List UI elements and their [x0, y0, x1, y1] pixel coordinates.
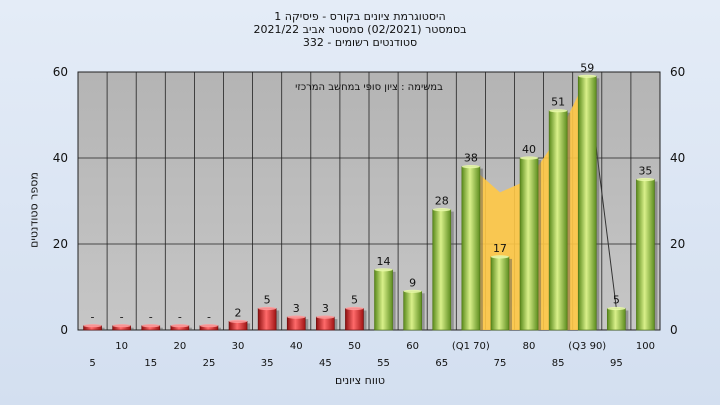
y-tick-label-right: 40 — [670, 151, 685, 165]
bar-data-label: 2 — [235, 306, 242, 319]
chart-title: היסטוגרמת ציונים בקורס - פיסיקה 1 — [274, 10, 446, 23]
x-tick-label: (Q1 70) — [452, 341, 490, 352]
bar — [577, 76, 597, 331]
bar-data-label: 38 — [464, 152, 478, 165]
x-tick-label: 75 — [494, 358, 507, 369]
x-tick-label: 80 — [523, 341, 536, 352]
y-tick-label-left: 0 — [60, 323, 68, 337]
bar-data-label: 35 — [638, 165, 652, 178]
bar-data-label: 5 — [613, 294, 620, 307]
bar — [374, 269, 393, 331]
bar — [519, 157, 539, 331]
x-tick-label: 55 — [377, 358, 390, 369]
bar-cap — [520, 156, 539, 160]
bar — [607, 308, 626, 331]
x-tick-label: 60 — [406, 341, 419, 352]
bar-cap — [141, 324, 160, 328]
bar — [461, 166, 481, 331]
x-tick-label: 5 — [89, 358, 95, 369]
bar-data-label: 5 — [264, 294, 271, 307]
bar-data-label: 17 — [493, 242, 507, 255]
bar-cap — [461, 165, 480, 169]
bar-cap — [432, 208, 451, 212]
x-tick-label: 35 — [261, 358, 274, 369]
bar-cap — [229, 319, 248, 323]
x-tick-label: 45 — [319, 358, 332, 369]
bar — [345, 308, 364, 331]
bar — [636, 179, 655, 331]
bar-cap — [199, 324, 218, 328]
bar-data-label: 3 — [322, 302, 329, 315]
bar-cap — [316, 315, 335, 319]
y-tick-label-right: 0 — [670, 323, 678, 337]
x-tick-label: 50 — [348, 341, 361, 352]
bar-data-label: 28 — [435, 195, 449, 208]
chart-registered-count: סטודנטים רשומים - 332 — [302, 36, 418, 49]
bar-cap — [170, 324, 189, 328]
x-axis-title: טווח ציונים — [335, 374, 385, 387]
bar-data-label: 40 — [522, 143, 536, 156]
x-tick-label: 10 — [115, 341, 128, 352]
bar-cap — [83, 324, 102, 328]
bar-cap — [607, 306, 626, 311]
bar — [316, 316, 335, 331]
bar-data-label: - — [178, 311, 182, 324]
y-tick-label-left: 20 — [53, 237, 68, 251]
x-tick-label: 15 — [144, 358, 157, 369]
bar-cap — [636, 177, 655, 182]
bar-data-label: 59 — [580, 61, 594, 74]
bar-data-label: - — [207, 311, 211, 324]
x-tick-label: 40 — [290, 341, 303, 352]
x-tick-label: 95 — [610, 358, 623, 369]
x-tick-label: 65 — [435, 358, 448, 369]
chart-subtitle: במשימה : ציון סופי במחשב המרכזי — [295, 82, 443, 93]
x-tick-label: 20 — [173, 341, 186, 352]
bar-data-label: - — [149, 311, 153, 324]
bar-data-label: - — [120, 311, 124, 324]
bar-cap — [490, 255, 509, 259]
bar-data-label: 5 — [351, 294, 358, 307]
y-tick-label-left: 40 — [53, 151, 68, 165]
x-tick-label: (Q3 90) — [568, 341, 606, 352]
bar-data-label: 51 — [551, 96, 565, 109]
bar-data-label: - — [91, 311, 95, 324]
bar-cap — [578, 74, 597, 78]
y-tick-label-left: 60 — [53, 65, 68, 79]
chart-semester: בסמסטר (02/2021) סמסטר אביב 2021/22 — [253, 23, 467, 36]
chart-header: היסטוגרמת ציונים בקורס - פיסיקה 1 בסמסטר… — [0, 10, 720, 49]
y-tick-label-right: 20 — [670, 237, 685, 251]
bar-cap — [345, 306, 364, 311]
bar — [257, 308, 277, 331]
x-tick-label: 30 — [232, 341, 245, 352]
bar-cap — [287, 315, 306, 319]
x-tick-label: 100 — [636, 341, 655, 352]
bar — [403, 290, 422, 331]
x-tick-label: 85 — [552, 358, 565, 369]
x-tick-label: 25 — [203, 358, 216, 369]
bar — [548, 110, 568, 331]
y-tick-label-right: 60 — [670, 65, 685, 79]
bar-cap — [549, 109, 568, 113]
bar-cap — [258, 306, 277, 311]
bar-data-label: 9 — [409, 276, 416, 289]
bar-cap — [112, 324, 131, 328]
bar-cap — [374, 268, 393, 272]
y-axis-title: מספר סטודנטים — [27, 172, 41, 248]
bar — [286, 316, 306, 331]
bar — [490, 256, 510, 331]
bar-data-label: 3 — [293, 302, 300, 315]
bar-cap — [403, 289, 422, 293]
bar — [432, 209, 452, 331]
bar-data-label: 14 — [377, 255, 391, 268]
